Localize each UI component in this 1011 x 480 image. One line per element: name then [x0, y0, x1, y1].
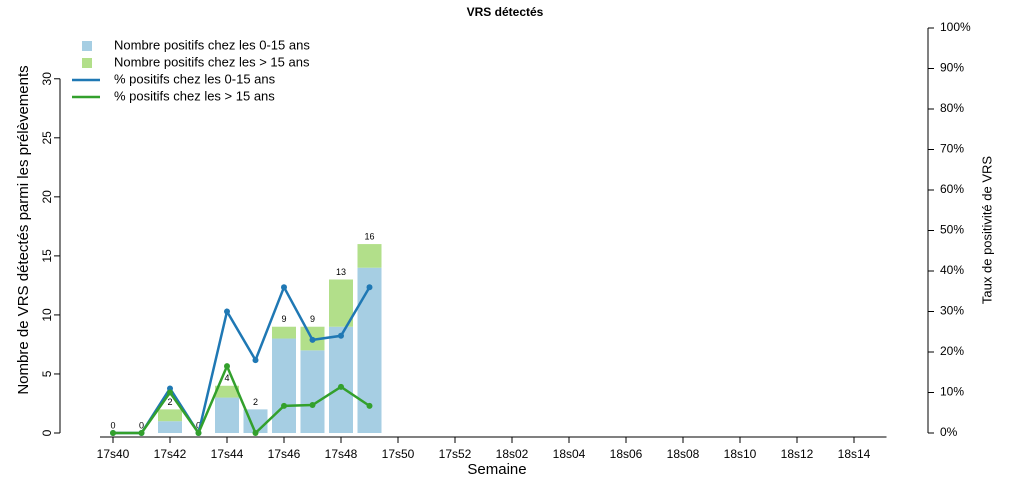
- bar-segment: [158, 421, 182, 433]
- line-point: [338, 332, 344, 339]
- line-point: [338, 383, 344, 390]
- line-point: [167, 389, 173, 396]
- y-tick-label: 10: [40, 308, 54, 322]
- y2-tick-label: 20%: [940, 344, 964, 358]
- line-point: [366, 284, 373, 291]
- bar-total-label: 13: [336, 267, 346, 277]
- line-point: [281, 402, 287, 409]
- legend-label: Nombre positifs chez les 0-15 ans: [114, 37, 310, 52]
- y2-tick-label: 10%: [940, 385, 964, 399]
- line-point: [252, 357, 259, 364]
- legend-swatch: [82, 41, 92, 51]
- y2-tick-label: 60%: [940, 182, 964, 196]
- y2-tick-label: 50%: [940, 223, 964, 237]
- bar-segment: [272, 338, 296, 433]
- x-tick-label: 18s12: [781, 447, 814, 461]
- x-tick-label: 17s40: [97, 447, 130, 461]
- bar-total-label: 2: [167, 397, 172, 407]
- line-point: [309, 402, 316, 409]
- y2-axis-label: Taux de positivité de VRS: [979, 156, 994, 304]
- line-point: [110, 430, 116, 436]
- bar-segment: [329, 326, 353, 433]
- y2-tick-label: 80%: [940, 101, 964, 115]
- x-tick-label: 18s08: [667, 447, 700, 461]
- y-tick-label: 30: [40, 72, 54, 86]
- line-point: [252, 430, 259, 436]
- line-point: [224, 308, 230, 315]
- y2-tick-label: 90%: [940, 61, 964, 75]
- line-point: [224, 363, 230, 370]
- x-tick-label: 17s50: [382, 447, 415, 461]
- line-point: [309, 336, 316, 343]
- y2-tick-label: 40%: [940, 263, 964, 277]
- bar-segment: [300, 350, 325, 433]
- legend-label: % positifs chez les 0-15 ans: [114, 71, 276, 86]
- x-tick-label: 18s04: [553, 447, 586, 461]
- x-tick-label: 17s42: [154, 447, 187, 461]
- line-point: [366, 402, 373, 409]
- bar-total-label: 0: [196, 420, 201, 430]
- x-tick-label: 18s10: [724, 447, 757, 461]
- chart-title: VRS détectés: [467, 5, 544, 19]
- x-tick-label: 17s44: [211, 447, 244, 461]
- y-tick-label: 5: [40, 370, 54, 377]
- x-tick-label: 17s52: [439, 447, 472, 461]
- x-tick-label: 17s46: [268, 447, 301, 461]
- x-tick-label: 17s48: [325, 447, 358, 461]
- y-axis-label: Nombre de VRS détectés parmi les prélève…: [15, 65, 32, 394]
- y-tick-label: 20: [40, 190, 54, 204]
- y2-tick-label: 100%: [940, 20, 971, 34]
- bar-total-label: 2: [253, 397, 258, 407]
- y-tick-label: 25: [40, 131, 54, 145]
- bar-total-label: 16: [364, 231, 374, 241]
- bar-total-label: 4: [224, 373, 229, 383]
- x-tick-label: 18s06: [610, 447, 643, 461]
- y-tick-label: 15: [40, 249, 54, 263]
- legend-swatch: [82, 58, 92, 68]
- line-point: [195, 430, 202, 436]
- bar-segment: [215, 397, 239, 433]
- legend-label: % positifs chez les > 15 ans: [114, 88, 275, 103]
- bar-total-label: 9: [281, 314, 286, 324]
- y-tick-label: 0: [40, 429, 54, 436]
- bar-segment: [357, 244, 382, 268]
- line-point: [138, 430, 145, 436]
- bar-segment: [158, 409, 182, 422]
- line-point: [281, 284, 287, 291]
- x-tick-label: 18s02: [496, 447, 529, 461]
- y2-tick-label: 30%: [940, 304, 964, 318]
- y2-tick-label: 70%: [940, 142, 964, 156]
- bar-segment: [329, 279, 353, 327]
- legend-label: Nombre positifs chez les > 15 ans: [114, 54, 310, 69]
- bar-segment: [272, 326, 296, 339]
- line: [113, 362, 371, 436]
- x-axis-label: Semaine: [467, 461, 526, 478]
- x-tick-label: 18s14: [838, 447, 871, 461]
- bar-total-label: 9: [310, 314, 315, 324]
- y2-tick-label: 0%: [940, 425, 958, 439]
- bar-total-label: 0: [110, 420, 115, 430]
- bar-segment: [215, 385, 239, 398]
- bar-total-label: 0: [139, 420, 144, 430]
